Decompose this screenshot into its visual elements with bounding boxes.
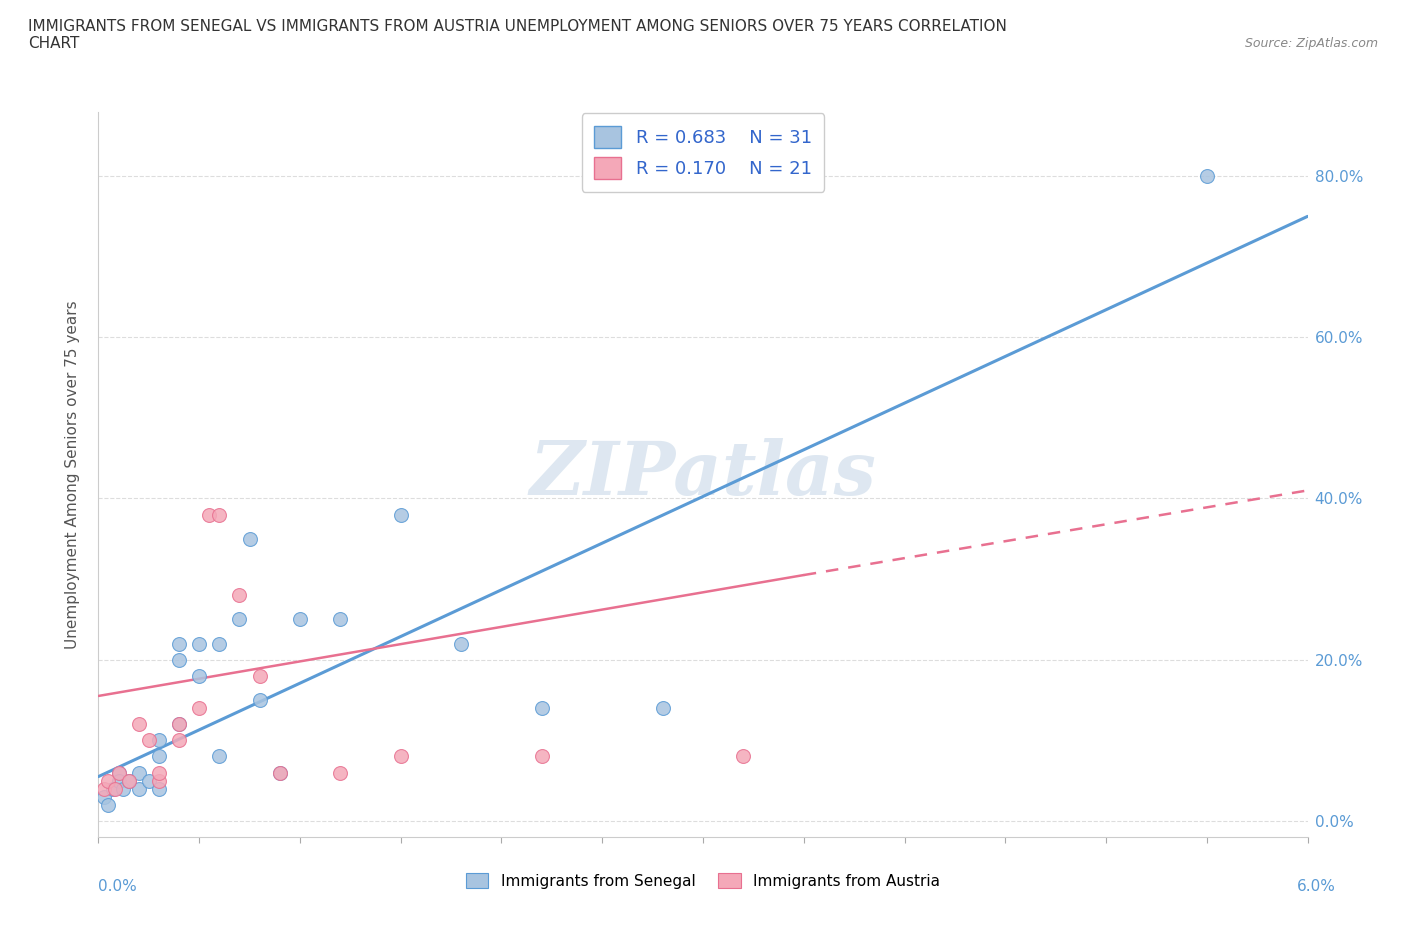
Point <box>101 781 124 796</box>
Legend: Immigrants from Senegal, Immigrants from Austria: Immigrants from Senegal, Immigrants from… <box>460 867 946 895</box>
Point <box>138 773 160 788</box>
Point <box>167 652 190 667</box>
Point <box>208 749 231 764</box>
Text: ZIPatlas: ZIPatlas <box>530 438 876 511</box>
Point <box>118 773 141 788</box>
Point <box>97 797 120 812</box>
Point <box>208 507 231 522</box>
Point <box>329 765 352 780</box>
Point <box>148 733 170 748</box>
Point <box>389 507 412 522</box>
Point <box>269 765 291 780</box>
Point <box>530 749 553 764</box>
Point <box>148 773 170 788</box>
Point <box>128 765 150 780</box>
Point <box>107 765 129 780</box>
Text: 0.0%: 0.0% <box>98 879 138 894</box>
Point <box>249 669 271 684</box>
Point <box>450 636 472 651</box>
Point <box>208 636 231 651</box>
Point <box>239 531 262 546</box>
Point <box>111 781 134 796</box>
Point <box>167 636 190 651</box>
Point <box>148 749 170 764</box>
Point <box>198 507 221 522</box>
Point <box>148 781 170 796</box>
Point <box>288 612 311 627</box>
Point <box>103 781 125 796</box>
Text: 6.0%: 6.0% <box>1296 879 1336 894</box>
Point <box>228 588 250 603</box>
Point <box>188 700 211 715</box>
Point <box>269 765 291 780</box>
Point <box>118 773 141 788</box>
Point <box>138 733 160 748</box>
Point <box>148 765 170 780</box>
Point <box>97 773 120 788</box>
Point <box>128 781 150 796</box>
Point <box>188 636 211 651</box>
Point <box>167 717 190 732</box>
Point <box>651 700 673 715</box>
Point <box>249 693 271 708</box>
Point <box>530 700 553 715</box>
Y-axis label: Unemployment Among Seniors over 75 years: Unemployment Among Seniors over 75 years <box>65 300 80 648</box>
Point <box>93 781 115 796</box>
Point <box>1195 168 1218 183</box>
Point <box>188 669 211 684</box>
Point <box>128 717 150 732</box>
Point <box>107 765 129 780</box>
Point <box>107 773 129 788</box>
Point <box>733 749 755 764</box>
Point <box>228 612 250 627</box>
Point <box>389 749 412 764</box>
Point <box>167 717 190 732</box>
Point <box>93 790 115 804</box>
Point <box>329 612 352 627</box>
Text: Source: ZipAtlas.com: Source: ZipAtlas.com <box>1244 37 1378 50</box>
Text: IMMIGRANTS FROM SENEGAL VS IMMIGRANTS FROM AUSTRIA UNEMPLOYMENT AMONG SENIORS OV: IMMIGRANTS FROM SENEGAL VS IMMIGRANTS FR… <box>28 19 1007 51</box>
Point <box>167 733 190 748</box>
